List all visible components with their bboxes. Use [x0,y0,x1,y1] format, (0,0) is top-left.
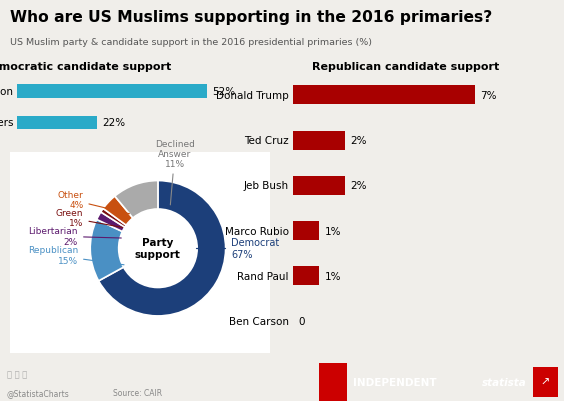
Wedge shape [90,220,124,281]
Text: Ted Cruz: Ted Cruz [244,136,289,146]
Bar [293,267,319,286]
Bar [17,117,97,130]
Text: Bernie Sanders: Bernie Sanders [0,118,14,128]
Text: INDEPENDENT: INDEPENDENT [352,377,436,387]
Wedge shape [99,181,226,316]
Bar [17,85,206,98]
Text: 0: 0 [298,316,305,326]
Text: Republican
15%: Republican 15% [28,246,124,265]
Text: @StatistaCharts: @StatistaCharts [7,388,69,397]
Text: 7%: 7% [480,91,496,101]
Text: 22%: 22% [103,118,126,128]
Text: Declined
Answer
11%: Declined Answer 11% [155,139,195,205]
Wedge shape [103,196,133,226]
Text: Ben Carson: Ben Carson [228,316,289,326]
Text: 2%: 2% [350,181,367,191]
Text: Party
support: Party support [135,238,181,259]
Bar [293,176,345,195]
Wedge shape [115,181,158,219]
Text: 1%: 1% [324,226,341,236]
Polygon shape [319,363,347,401]
Text: Republican candidate support: Republican candidate support [312,62,500,72]
Text: Jeb Bush: Jeb Bush [244,181,289,191]
Text: Source: CAIR: Source: CAIR [113,388,162,397]
Bar [293,132,345,150]
Text: Rand Paul: Rand Paul [237,271,289,281]
Text: Marco Rubio: Marco Rubio [224,226,289,236]
Text: statista: statista [482,377,527,387]
FancyBboxPatch shape [7,150,272,355]
Bar [293,86,475,105]
Text: Who are US Muslims supporting in the 2016 primaries?: Who are US Muslims supporting in the 201… [10,10,492,25]
Text: Libertarian
2%: Libertarian 2% [29,227,121,246]
Text: 2%: 2% [350,136,367,146]
Text: Democratic candidate support: Democratic candidate support [0,62,171,72]
Bar [293,222,319,241]
Text: US Muslim party & candidate support in the 2016 presidential primaries (%): US Muslim party & candidate support in t… [10,38,372,47]
Text: Other
4%: Other 4% [58,190,130,214]
Text: Hillary Clinton: Hillary Clinton [0,87,14,97]
Wedge shape [101,209,126,228]
Polygon shape [533,367,558,397]
Text: ↗: ↗ [541,377,550,387]
Text: 1%: 1% [324,271,341,281]
Text: Donald Trump: Donald Trump [216,91,289,101]
Text: Democrat
67%: Democrat 67% [196,238,279,259]
Text: ⓒ ⓘ Ⓔ: ⓒ ⓘ Ⓔ [7,369,27,378]
Text: Green
1%: Green 1% [56,209,123,228]
Text: 52%: 52% [212,87,235,97]
Wedge shape [96,213,125,232]
